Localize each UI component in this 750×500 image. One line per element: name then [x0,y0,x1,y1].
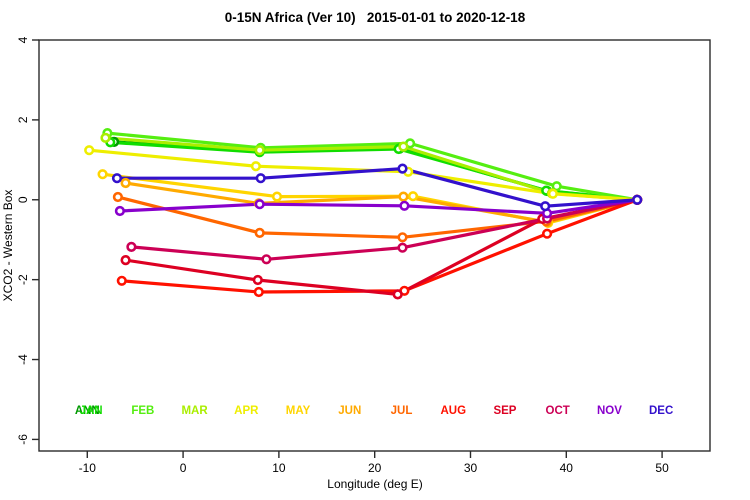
series-marker-JUN [398,191,409,202]
x-axis-label: Longitude (deg E) [327,477,423,491]
series-marker-DEC [632,194,643,205]
series-marker-FEB [551,181,562,192]
series-marker-NOV [114,205,125,217]
legend-label-JUN: JUN [338,405,361,417]
legend-label-FEB: FEB [131,405,154,417]
series-marker-MAR [254,145,265,156]
x-tick-label: 30 [464,461,478,475]
x-tick-label: 40 [560,461,574,475]
series-marker-MAR [398,141,409,152]
series-marker-SEP [120,255,131,266]
y-tick-label: 0 [16,196,30,203]
series-marker-JUL [254,227,265,238]
y-axis-label: XCO2 - Western Box [1,190,15,302]
series-marker-MAY [407,191,419,202]
legend-label-NOV: NOV [597,405,622,417]
x-tick-label: 10 [272,461,286,475]
series-marker-AUG [116,275,127,286]
y-tick-label: -6 [16,434,30,445]
series-marker-SEP [252,274,263,286]
series-line-SEP [123,198,639,296]
series-marker-APR [84,145,95,156]
legend-label-APR: APR [234,405,259,417]
series-marker-SEP [392,289,403,300]
x-tick-label: -10 [79,461,97,475]
series-marker-MAY [97,169,108,180]
y-tick-label: -2 [16,274,30,285]
legend-label-OCT: OCT [546,405,570,417]
legend-label-SEP: SEP [493,405,516,417]
series-marker-AUG [253,286,264,298]
legend-label-AUG: AUG [440,405,466,417]
series-marker-MAR [100,132,111,143]
y-tick-label: 4 [16,36,30,43]
series-marker-NOV [254,199,265,210]
y-tick-label: 2 [16,116,30,123]
series-marker-OCT [126,241,137,252]
plot-box [38,39,711,452]
chart-title: 0-15N Africa (Ver 10) 2015-01-01 to 2020… [224,10,526,25]
x-tick-label: 0 [180,461,187,475]
series-marker-OCT [397,242,408,253]
y-tick-label: -4 [16,354,30,365]
series-marker-APR [547,188,559,199]
series-marker-AUG [541,228,553,239]
legend-label-JUL: JUL [391,405,413,417]
series-marker-OCT [261,254,272,265]
legend-label-MAY: MAY [286,405,311,417]
series-marker-JUL [112,191,123,203]
series-marker-DEC [397,163,408,174]
x-tick-label: 20 [368,461,382,475]
legend-label-ANN: ANN [75,405,100,417]
series-marker-NOV [399,200,410,211]
legend-label-MAR: MAR [181,405,208,417]
legend-label-JAN: JAN [80,405,103,417]
series-marker-MAY [271,191,283,202]
series-marker-JUL [397,232,408,243]
x-tick-label: 50 [655,461,669,475]
series-marker-DEC [255,173,266,184]
series-marker-DEC [111,173,123,184]
series-marker-APR [250,161,261,172]
series-marker-DEC [540,201,551,212]
legend-label-DEC: DEC [649,405,673,417]
series-marker-JUN [120,177,131,189]
series-line-AUG [120,198,639,294]
